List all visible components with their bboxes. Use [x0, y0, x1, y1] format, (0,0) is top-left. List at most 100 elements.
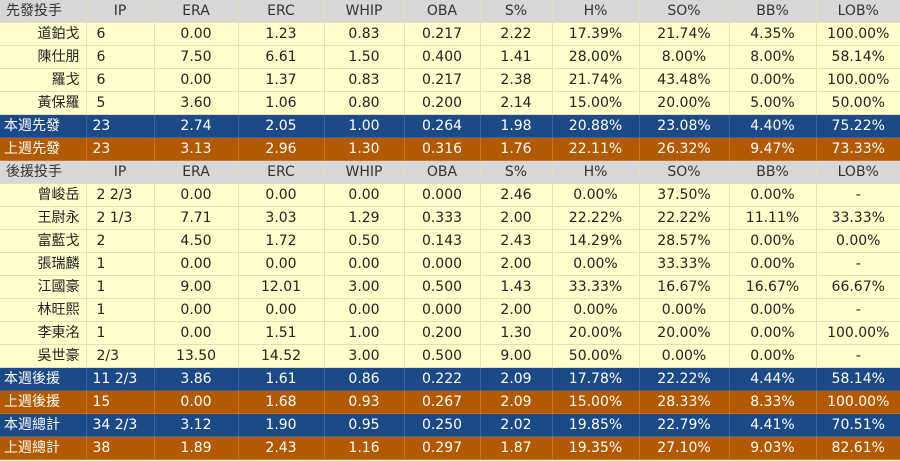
column-header-h-pct: H% [552, 160, 640, 184]
section-title: 先發投手 [0, 0, 87, 23]
table-row: 張瑞麟 1 0.00 0.00 0.00 0.000 2.00 0.00% 33.33% 0.00… [0, 252, 900, 276]
column-header-bb-pct: BB% [729, 160, 817, 184]
column-header-whip: WHIP [324, 0, 405, 23]
column-header-era: ERA [154, 160, 239, 184]
stat-cell: 0.00 [154, 298, 239, 322]
column-header-so-pct: SO% [639, 0, 730, 23]
stat-cell: 7.50 [154, 45, 239, 69]
stat-cell: 0.95 [324, 413, 405, 437]
stat-cell: 9.03% [729, 436, 817, 460]
column-header-bb-pct: BB% [729, 0, 817, 23]
column-header-s-pct: S% [480, 0, 553, 23]
section-header-row: 後援投手 IP ERA ERC WHIP OBA S% H% SO% BB% LOB% [0, 160, 900, 184]
innings-pitched: 1 [86, 275, 155, 299]
stat-cell: 0.50 [324, 229, 405, 253]
summary-row: 上週總計 38 1.89 2.43 1.16 0.297 1.87 19.35% 27.10% 9… [0, 436, 900, 460]
stat-cell: 15.00% [552, 91, 640, 115]
section-header-row: 先發投手 IP ERA ERC WHIP OBA S% H% SO% BB% LOB% [0, 0, 900, 23]
table-row: 富藍戈 2 4.50 1.72 0.50 0.143 2.43 14.29% 28.57% 0.0… [0, 229, 900, 253]
summary-label: 本週先發 [0, 114, 87, 138]
player-name: 道鉑戈 [0, 22, 87, 46]
stat-cell: 6.61 [238, 45, 325, 69]
table-row: 江國豪 1 9.00 12.01 3.00 0.500 1.43 33.33% 16.67% 16… [0, 275, 900, 299]
stat-cell: 0.00 [324, 252, 405, 276]
stat-cell: - [816, 298, 900, 322]
stat-cell: 21.74% [552, 68, 640, 92]
column-header-erc: ERC [238, 0, 325, 23]
stat-cell: 0.00% [639, 344, 730, 368]
stat-cell: 3.86 [154, 367, 239, 391]
stat-cell: 3.00 [324, 344, 405, 368]
stat-cell: 0.217 [404, 22, 481, 46]
stat-cell: 33.33% [639, 252, 730, 276]
player-name: 江國豪 [0, 275, 87, 299]
stat-cell: 1.51 [238, 321, 325, 345]
stat-cell: 21.74% [639, 22, 730, 46]
stat-cell: 43.48% [639, 68, 730, 92]
summary-row: 上週後援 15 0.00 1.68 0.93 0.267 2.09 15.00% 28.33% 8… [0, 390, 900, 414]
stat-cell: 1.30 [480, 321, 553, 345]
stat-cell: 7.71 [154, 206, 239, 230]
stat-cell: 22.22% [639, 206, 730, 230]
column-header-oba: OBA [404, 160, 481, 184]
stat-cell: 82.61% [816, 436, 900, 460]
stat-cell: 0.83 [324, 68, 405, 92]
stat-cell: 4.50 [154, 229, 239, 253]
stat-cell: 73.33% [816, 137, 900, 161]
player-name: 羅戈 [0, 68, 87, 92]
stat-cell: 1.98 [480, 114, 553, 138]
stat-cell: 0.316 [404, 137, 481, 161]
stat-cell: 1.29 [324, 206, 405, 230]
stat-cell: 1.43 [480, 275, 553, 299]
stat-cell: 0.00% [729, 321, 817, 345]
summary-label: 本週後援 [0, 367, 87, 391]
stat-cell: 0.00% [729, 68, 817, 92]
innings-pitched: 6 [86, 22, 155, 46]
table-row: 李東洺 1 0.00 1.51 1.00 0.200 1.30 20.00% 20.00% 0.0… [0, 321, 900, 345]
column-header-s-pct: S% [480, 160, 553, 184]
stat-cell: 1.16 [324, 436, 405, 460]
stat-cell: 0.250 [404, 413, 481, 437]
stat-cell: 16.67% [729, 275, 817, 299]
summary-label: 上週後援 [0, 390, 87, 414]
table-row: 陳仕朋 6 7.50 6.61 1.50 0.400 1.41 28.00% 8.00% 8.00… [0, 45, 900, 69]
stat-cell: 0.83 [324, 22, 405, 46]
stat-cell: 20.88% [552, 114, 640, 138]
stat-cell: 0.00% [552, 298, 640, 322]
stat-cell: 8.00% [729, 45, 817, 69]
innings-pitched: 1 [86, 321, 155, 345]
player-name: 陳仕朋 [0, 45, 87, 69]
stat-cell: 3.12 [154, 413, 239, 437]
table-row: 道鉑戈 6 0.00 1.23 0.83 0.217 2.22 17.39% 21.74% 4.3… [0, 22, 900, 46]
column-header-ip: IP [86, 160, 155, 184]
stat-cell: 14.29% [552, 229, 640, 253]
stat-cell: 0.00 [238, 183, 325, 207]
stat-cell: 2.22 [480, 22, 553, 46]
stat-cell: 0.00 [154, 183, 239, 207]
stat-cell: 2.46 [480, 183, 553, 207]
innings-pitched: 5 [86, 91, 155, 115]
summary-row: 本週後援 11 2/3 3.86 1.61 0.86 0.222 2.09 17.78% 22.… [0, 367, 900, 391]
innings-pitched: 2 1/3 [86, 206, 155, 230]
player-name: 王尉永 [0, 206, 87, 230]
stat-cell: 0.222 [404, 367, 481, 391]
summary-row: 本週先發 23 2.74 2.05 1.00 0.264 1.98 20.88% 23.08% 4… [0, 114, 900, 138]
stat-cell: 28.57% [639, 229, 730, 253]
stat-cell: 17.39% [552, 22, 640, 46]
stat-cell: 28.33% [639, 390, 730, 414]
stat-cell: 20.00% [552, 321, 640, 345]
stat-cell: 100.00% [816, 68, 900, 92]
stat-cell: 0.00 [154, 22, 239, 46]
stat-cell: 0.00% [729, 298, 817, 322]
stat-cell: 1.76 [480, 137, 553, 161]
stat-cell: 58.14% [816, 367, 900, 391]
stat-cell: 22.22% [639, 367, 730, 391]
summary-label: 上週總計 [0, 436, 87, 460]
stat-cell: 27.10% [639, 436, 730, 460]
player-name: 黃保羅 [0, 91, 87, 115]
stat-cell: 2.00 [480, 206, 553, 230]
stat-cell: 1.72 [238, 229, 325, 253]
innings-pitched: 11 2/3 [86, 367, 155, 391]
stat-cell: 0.00 [324, 298, 405, 322]
